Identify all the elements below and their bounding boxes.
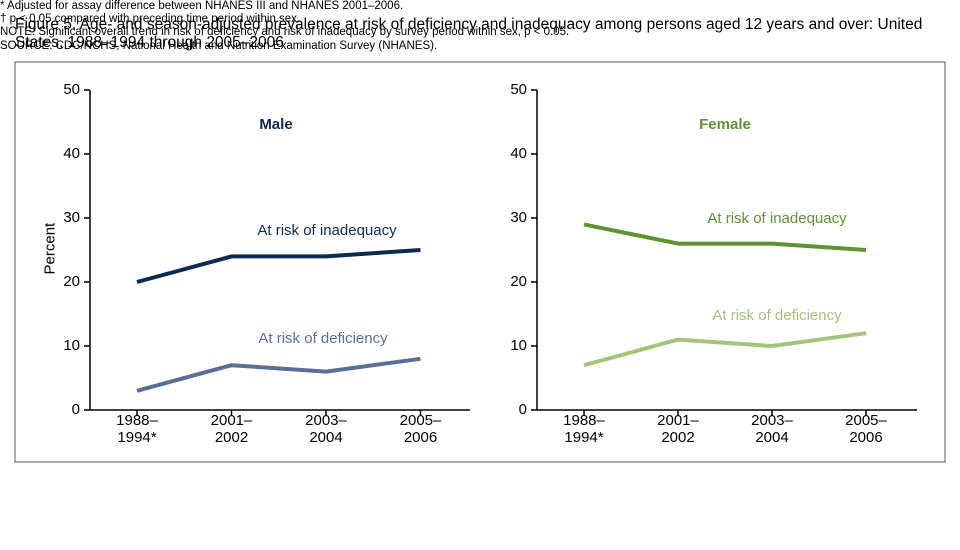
note: † p < 0.05 compared with preceding time … bbox=[0, 13, 301, 26]
x-tick-label: 2005– 2006 bbox=[399, 412, 442, 447]
y-tick-label: 0 bbox=[518, 401, 527, 418]
x-tick-label: 1988– 1994* bbox=[563, 412, 605, 447]
x-tick-label: 1988– 1994* bbox=[116, 412, 158, 447]
y-tick-label: 10 bbox=[510, 337, 527, 354]
series-label: At risk of inadequacy bbox=[257, 222, 397, 239]
y-tick-label: 0 bbox=[71, 401, 80, 418]
series-line bbox=[136, 248, 421, 284]
series-line bbox=[583, 331, 867, 368]
y-tick-label: 20 bbox=[510, 273, 527, 290]
x-tick-label: 2005– 2006 bbox=[845, 412, 887, 447]
y-tick-label: 10 bbox=[63, 337, 80, 354]
series-line bbox=[136, 356, 421, 393]
chart-frame bbox=[14, 61, 946, 463]
series-label: At risk of deficiency bbox=[258, 330, 388, 347]
x-tick-label: 2001– 2002 bbox=[657, 412, 699, 447]
series-label: At risk of inadequacy bbox=[707, 210, 847, 227]
y-tick-label: 50 bbox=[63, 81, 80, 98]
y-tick-label: 20 bbox=[63, 273, 80, 290]
x-tick-label: 2003– 2004 bbox=[305, 412, 347, 447]
note: * Adjusted for assay difference between … bbox=[0, 0, 404, 12]
y-tick-label: 40 bbox=[63, 145, 80, 162]
y-tick-label: 50 bbox=[510, 81, 527, 98]
x-tick-label: 2001– 2002 bbox=[210, 412, 253, 447]
panel-title: Male bbox=[259, 116, 293, 133]
series-label: At risk of deficiency bbox=[712, 307, 842, 324]
series-line bbox=[583, 222, 867, 252]
figure-title: Figure 5. Age- and season-adjusted preva… bbox=[15, 16, 923, 51]
x-tick-label: 2003– 2004 bbox=[751, 412, 793, 447]
y-tick-label: 40 bbox=[510, 145, 527, 162]
y-tick-label: 30 bbox=[510, 209, 527, 226]
panel-title: Female bbox=[699, 116, 751, 133]
note: NOTE: Significant overall trend in risk … bbox=[0, 26, 570, 39]
y-axis-label: Percent bbox=[41, 222, 59, 275]
notes: * Adjusted for assay difference between … bbox=[0, 0, 960, 53]
note: SOURCE: CDC/NCHS, National Health and Nu… bbox=[0, 39, 438, 52]
y-tick-label: 30 bbox=[63, 209, 80, 226]
